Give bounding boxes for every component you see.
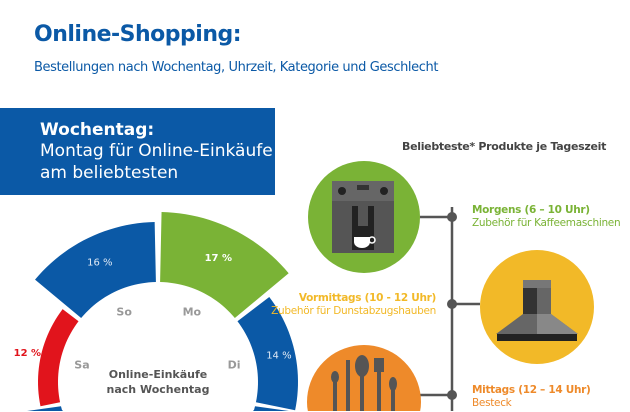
bar-di [237, 297, 298, 411]
noon-time: Mittags (12 – 14 Uhr) [472, 384, 591, 396]
bar-mi [203, 406, 289, 411]
cooker-hood-icon [480, 250, 594, 364]
value-label-so: 16 % [87, 257, 112, 268]
timeline-dot-forenoon [447, 299, 457, 309]
noon-product: Besteck [472, 397, 512, 409]
banner-line-2: am beliebtesten [40, 163, 179, 183]
bar-sa [38, 309, 79, 407]
bar-fr [27, 406, 113, 411]
center-label-2: nach Wochentag [107, 383, 210, 396]
weekday-banner: Wochentag: Montag für Online-Einkäufe am… [0, 108, 275, 195]
page-subtitle: Bestellungen nach Wochentag, Uhrzeit, Ka… [34, 60, 439, 75]
center-label-1: Online-Einkäufe [109, 368, 208, 381]
products-title: Beliebteste* Produkte je Tageszeit [402, 140, 607, 153]
day-label-mo: Mo [183, 306, 202, 319]
bar-so [35, 222, 156, 319]
coffee-machine-icon [308, 161, 420, 273]
timeline-dot-morning [447, 212, 457, 222]
page-title: Online-Shopping: [34, 22, 242, 47]
banner-heading: Wochentag: [40, 120, 155, 140]
cutlery-icon [307, 345, 421, 411]
banner-line-1: Montag für Online-Einkäufe [40, 141, 273, 161]
day-label-sa: Sa [74, 359, 89, 372]
value-label-sa: 12 % [14, 348, 41, 359]
timeline-dot-noon [447, 390, 457, 400]
bar-mo [160, 212, 289, 319]
day-label-so: So [116, 306, 132, 319]
value-label-di: 14 % [266, 350, 291, 361]
morning-time: Morgens (6 – 10 Uhr) [472, 204, 590, 216]
value-label-mo: 17 % [205, 253, 232, 264]
day-label-di: Di [228, 359, 241, 372]
forenoon-product: Zubehör für Dunstabzugshauben [271, 305, 436, 317]
forenoon-time: Vormittags (10 - 12 Uhr) [298, 292, 436, 304]
morning-product: Zubehör für Kaffeemaschinen [472, 217, 621, 229]
